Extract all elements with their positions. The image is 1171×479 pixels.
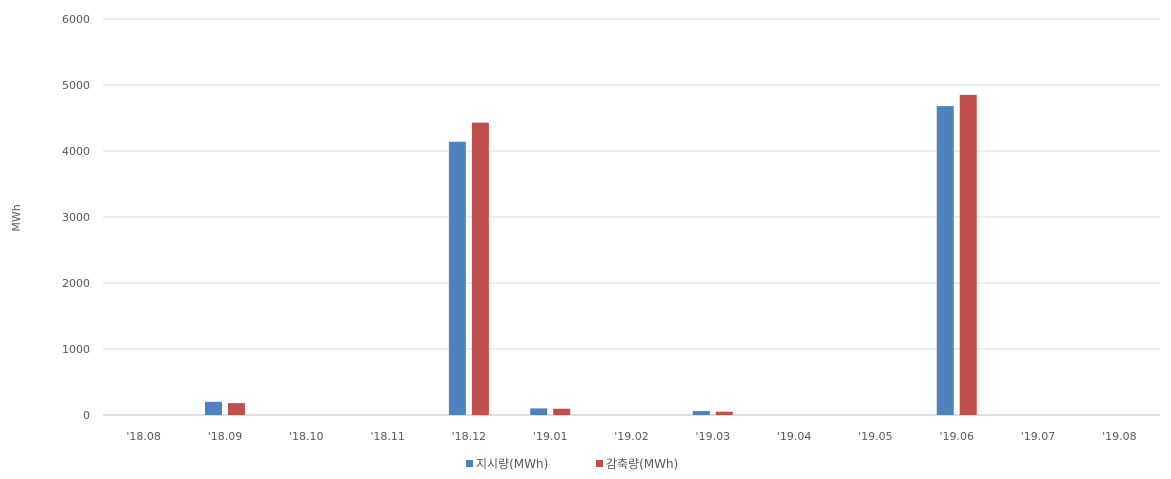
x-tick-label: '19.01 — [533, 430, 568, 443]
x-tick-label: '18.09 — [208, 430, 243, 443]
bar — [205, 402, 222, 415]
bar — [693, 411, 710, 415]
y-tick-label: 4000 — [62, 145, 90, 158]
x-axis-ticks: '18.08 '18.09 '18.10 '18.11 '18.12 '19.01 '19.… — [126, 430, 1136, 443]
x-tick-label: '19.04 — [777, 430, 812, 443]
x-tick-label: '19.02 — [614, 430, 649, 443]
legend-label: 감축량(MWh) — [606, 457, 678, 471]
x-tick-label: '19.07 — [1021, 430, 1056, 443]
y-tick-label: 5000 — [62, 79, 90, 92]
x-tick-label: '19.06 — [939, 430, 974, 443]
x-tick-label: '18.12 — [452, 430, 487, 443]
bar — [553, 409, 570, 415]
y-tick-label: 6000 — [62, 13, 90, 26]
bar — [530, 408, 547, 415]
gridlines — [103, 19, 1160, 415]
bar — [960, 95, 977, 415]
bar — [716, 412, 733, 415]
y-tick-label: 0 — [83, 409, 90, 422]
legend-swatch — [466, 460, 473, 467]
legend-swatch — [596, 460, 603, 467]
x-tick-label: '19.03 — [696, 430, 731, 443]
y-tick-label: 2000 — [62, 277, 90, 290]
bar — [472, 123, 489, 415]
y-axis-label: MWh — [10, 204, 23, 231]
x-tick-label: '18.10 — [289, 430, 324, 443]
legend: 지시량(MWh) 감축량(MWh) — [466, 457, 678, 471]
x-tick-label: '18.08 — [126, 430, 161, 443]
x-tick-label: '19.05 — [858, 430, 893, 443]
bar — [937, 106, 954, 415]
x-tick-label: '18.11 — [370, 430, 405, 443]
legend-label: 지시량(MWh) — [476, 457, 548, 471]
y-axis-ticks: 0 1000 2000 3000 4000 5000 6000 — [62, 13, 90, 422]
bar — [228, 403, 245, 415]
bars — [205, 95, 977, 415]
y-tick-label: 1000 — [62, 343, 90, 356]
bar — [449, 142, 466, 415]
y-tick-label: 3000 — [62, 211, 90, 224]
x-tick-label: '19.08 — [1102, 430, 1137, 443]
